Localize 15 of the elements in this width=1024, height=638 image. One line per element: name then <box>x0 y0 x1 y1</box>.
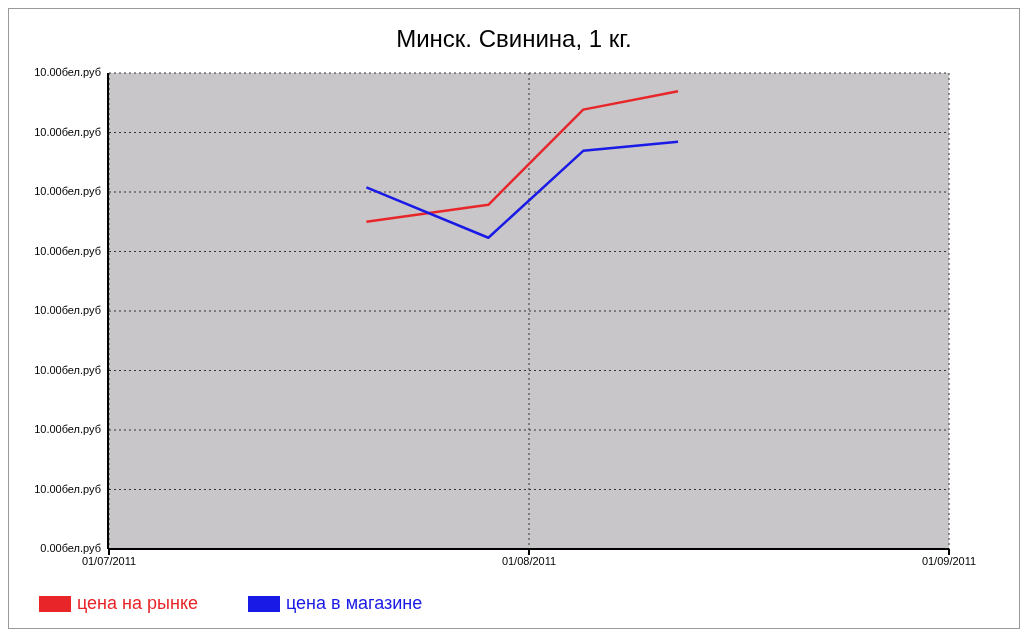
text: 10.00бел.руб <box>34 185 101 197</box>
text: 10.00бел.руб <box>34 125 101 138</box>
text: 0.00бел.руб <box>40 542 101 554</box>
x-tick-label: 01/07/2011 <box>81 554 137 567</box>
chart-title: Минск. Свинина, 1 кг. <box>395 24 633 54</box>
x-tick-label: 01/09/2011 <box>921 554 977 567</box>
text: 10.00бел.руб <box>34 423 101 435</box>
legend-label: цена на рынке <box>76 593 198 614</box>
text: 10.00бел.руб <box>34 66 101 78</box>
legend-label: цена в магазине <box>285 593 423 614</box>
text: 10.00бел.руб <box>34 482 101 495</box>
text: 10.00бел.руб <box>34 304 101 316</box>
x-tick-label: 01/08/2011 <box>501 554 557 567</box>
text: 10.00бел.руб <box>34 363 101 376</box>
text: 10.00бел.руб <box>34 244 101 257</box>
